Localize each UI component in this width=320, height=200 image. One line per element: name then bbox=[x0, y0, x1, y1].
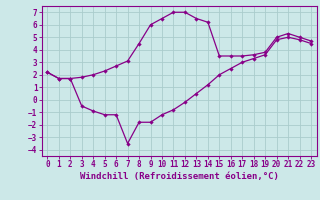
X-axis label: Windchill (Refroidissement éolien,°C): Windchill (Refroidissement éolien,°C) bbox=[80, 172, 279, 181]
